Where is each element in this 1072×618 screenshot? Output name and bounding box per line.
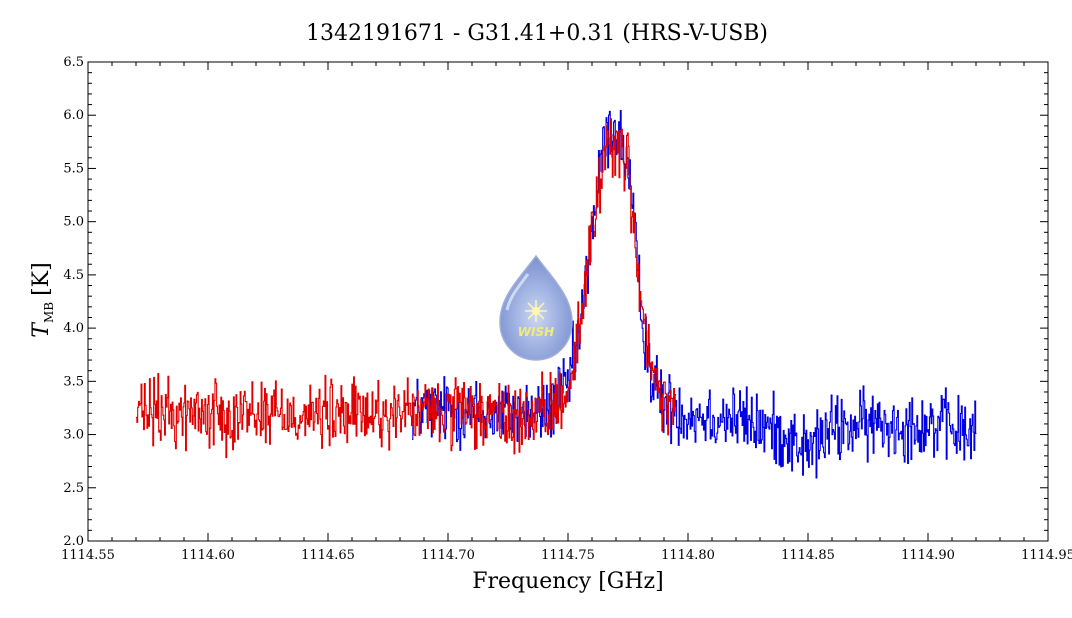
x-axis-label: Frequency [GHz]	[472, 569, 664, 594]
y-axis-ticks: 2.0 2.5 3.0 3.5 4.0 4.5 5.0 5.5 6.0 6.5	[63, 55, 1048, 549]
y-tick-label: 3.0	[63, 428, 84, 443]
x-tick-label: 1114.60	[181, 548, 235, 563]
x-tick-label: 1114.75	[541, 548, 595, 563]
x-tick-label: 1114.70	[421, 548, 475, 563]
series-line	[412, 109, 977, 479]
y-tick-label: 4.5	[63, 268, 84, 283]
x-tick-label: 1114.85	[781, 548, 835, 563]
svg-text:TMB[K]: TMB [K]	[29, 262, 56, 337]
x-axis-ticks: 1114.55 1114.60 1114.65 1114.70 1114.75 1114.…	[61, 62, 1072, 563]
y-tick-label: 5.0	[63, 215, 84, 230]
wish-logo: WISH	[499, 254, 573, 361]
star-icon	[525, 300, 547, 322]
x-tick-label: 1114.55	[61, 548, 115, 563]
y-axis-label-main: T	[29, 321, 54, 338]
y-tick-label: 5.5	[63, 161, 84, 176]
y-axis-label-unit: [K]	[29, 262, 54, 296]
y-tick-label: 2.5	[63, 481, 84, 496]
series-layer	[136, 109, 977, 479]
y-tick-label: 3.5	[63, 374, 84, 389]
chart-title: 1342191671 - G31.41+0.31 (HRS-V-USB)	[306, 21, 768, 46]
y-tick-label: 2.0	[63, 534, 84, 549]
series-line	[136, 118, 677, 459]
logo-text: WISH	[518, 325, 554, 339]
x-tick-label: 1114.80	[661, 548, 715, 563]
y-tick-label: 6.5	[63, 55, 84, 70]
y-axis-label: TMB [K]	[29, 262, 56, 337]
y-tick-label: 4.0	[63, 321, 84, 336]
x-tick-label: 1114.95	[1021, 548, 1072, 563]
y-axis-label-sub: MB	[42, 302, 56, 323]
y-tick-label: 6.0	[63, 108, 84, 123]
x-tick-label: 1114.90	[901, 548, 955, 563]
x-tick-label: 1114.65	[301, 548, 355, 563]
